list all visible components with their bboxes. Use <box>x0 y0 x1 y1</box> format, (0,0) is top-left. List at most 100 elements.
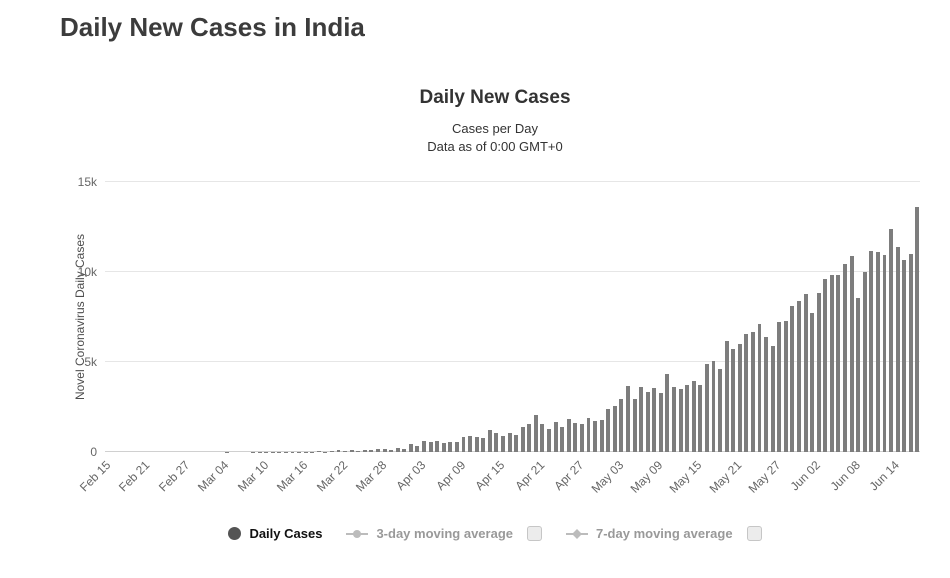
bar-mar-28[interactable] <box>381 182 388 452</box>
bar-feb-18[interactable] <box>125 182 132 452</box>
bar-apr-11[interactable] <box>473 182 480 452</box>
bar-jun-12[interactable] <box>881 182 888 452</box>
bar-feb-22[interactable] <box>151 182 158 452</box>
bar-jun-03[interactable] <box>822 182 829 452</box>
bar-mar-31[interactable] <box>401 182 408 452</box>
bar-may-03[interactable] <box>618 182 625 452</box>
bar-apr-14[interactable] <box>493 182 500 452</box>
bar-feb-20[interactable] <box>138 182 145 452</box>
bar-feb-25[interactable] <box>171 182 178 452</box>
bar-may-07[interactable] <box>644 182 651 452</box>
bar-jun-02[interactable] <box>815 182 822 452</box>
bar-feb-26[interactable] <box>177 182 184 452</box>
bar-apr-26[interactable] <box>572 182 579 452</box>
legend-item-3day-moving-average[interactable]: 3-day moving average <box>346 526 513 541</box>
bar-jun-14[interactable] <box>894 182 901 452</box>
bar-apr-30[interactable] <box>598 182 605 452</box>
bar-apr-19[interactable] <box>526 182 533 452</box>
bar-may-19[interactable] <box>723 182 730 452</box>
bar-may-23[interactable] <box>750 182 757 452</box>
bar-jun-09[interactable] <box>861 182 868 452</box>
bar-mar-16[interactable] <box>302 182 309 452</box>
legend-item-7day-moving-average[interactable]: 7-day moving average <box>566 526 733 541</box>
bar-feb-19[interactable] <box>131 182 138 452</box>
bar-may-11[interactable] <box>671 182 678 452</box>
bar-apr-17[interactable] <box>513 182 520 452</box>
bar-may-04[interactable] <box>625 182 632 452</box>
bar-jun-15[interactable] <box>901 182 908 452</box>
bar-apr-21[interactable] <box>539 182 546 452</box>
bar-apr-01[interactable] <box>408 182 415 452</box>
bar-jun-01[interactable] <box>809 182 816 452</box>
bar-apr-09[interactable] <box>460 182 467 452</box>
bar-may-17[interactable] <box>710 182 717 452</box>
bar-apr-05[interactable] <box>434 182 441 452</box>
bar-mar-15[interactable] <box>296 182 303 452</box>
bar-mar-14[interactable] <box>289 182 296 452</box>
bar-apr-06[interactable] <box>440 182 447 452</box>
bar-may-10[interactable] <box>664 182 671 452</box>
bar-mar-19[interactable] <box>322 182 329 452</box>
bar-apr-07[interactable] <box>447 182 454 452</box>
bar-mar-18[interactable] <box>316 182 323 452</box>
bar-may-30[interactable] <box>796 182 803 452</box>
bar-mar-04[interactable] <box>223 182 230 452</box>
bar-mar-20[interactable] <box>329 182 336 452</box>
bar-may-06[interactable] <box>638 182 645 452</box>
bar-mar-21[interactable] <box>335 182 342 452</box>
bar-may-05[interactable] <box>631 182 638 452</box>
bar-apr-18[interactable] <box>519 182 526 452</box>
bar-may-08[interactable] <box>651 182 658 452</box>
bar-feb-28[interactable] <box>191 182 198 452</box>
bar-apr-16[interactable] <box>506 182 513 452</box>
bar-may-01[interactable] <box>605 182 612 452</box>
bar-may-18[interactable] <box>717 182 724 452</box>
bar-jun-11[interactable] <box>875 182 882 452</box>
bar-apr-22[interactable] <box>546 182 553 452</box>
bar-mar-29[interactable] <box>388 182 395 452</box>
bar-mar-26[interactable] <box>368 182 375 452</box>
bar-may-12[interactable] <box>677 182 684 452</box>
bar-feb-24[interactable] <box>164 182 171 452</box>
bar-may-02[interactable] <box>612 182 619 452</box>
bar-mar-10[interactable] <box>263 182 270 452</box>
bar-mar-09[interactable] <box>256 182 263 452</box>
bar-mar-11[interactable] <box>269 182 276 452</box>
bar-may-31[interactable] <box>802 182 809 452</box>
bar-jun-08[interactable] <box>855 182 862 452</box>
bar-mar-06[interactable] <box>237 182 244 452</box>
bar-mar-05[interactable] <box>230 182 237 452</box>
bar-may-25[interactable] <box>763 182 770 452</box>
3day-average-checkbox[interactable] <box>527 526 542 541</box>
bar-jun-13[interactable] <box>888 182 895 452</box>
bar-apr-25[interactable] <box>565 182 572 452</box>
bar-apr-20[interactable] <box>533 182 540 452</box>
bar-may-15[interactable] <box>697 182 704 452</box>
bar-may-26[interactable] <box>769 182 776 452</box>
bar-may-24[interactable] <box>756 182 763 452</box>
bar-may-27[interactable] <box>776 182 783 452</box>
bar-jun-16[interactable] <box>908 182 915 452</box>
bar-jun-06[interactable] <box>842 182 849 452</box>
bar-mar-24[interactable] <box>355 182 362 452</box>
bar-mar-25[interactable] <box>362 182 369 452</box>
bar-apr-04[interactable] <box>427 182 434 452</box>
bar-may-20[interactable] <box>730 182 737 452</box>
7day-average-checkbox[interactable] <box>746 526 762 541</box>
bar-feb-21[interactable] <box>144 182 151 452</box>
bar-apr-10[interactable] <box>467 182 474 452</box>
legend-item-daily-cases[interactable]: Daily Cases <box>228 526 322 541</box>
bar-apr-29[interactable] <box>592 182 599 452</box>
bar-mar-27[interactable] <box>375 182 382 452</box>
bar-feb-27[interactable] <box>184 182 191 452</box>
bar-may-14[interactable] <box>690 182 697 452</box>
bar-may-13[interactable] <box>684 182 691 452</box>
bar-feb-16[interactable] <box>112 182 119 452</box>
bar-may-22[interactable] <box>743 182 750 452</box>
bar-apr-15[interactable] <box>500 182 507 452</box>
bar-feb-15[interactable] <box>105 182 112 452</box>
bar-apr-02[interactable] <box>414 182 421 452</box>
bar-mar-23[interactable] <box>348 182 355 452</box>
bar-feb-23[interactable] <box>158 182 165 452</box>
bar-apr-27[interactable] <box>579 182 586 452</box>
